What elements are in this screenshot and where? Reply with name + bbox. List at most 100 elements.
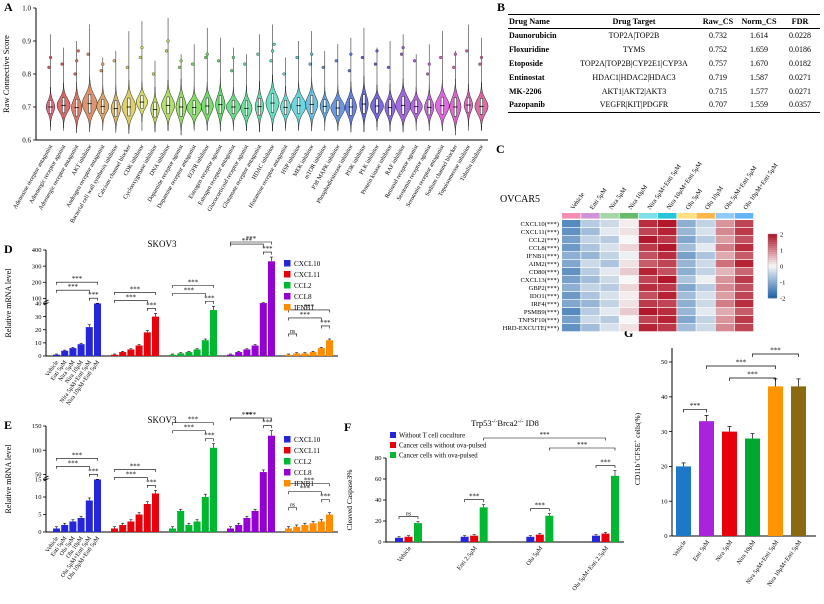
bar: [201, 496, 209, 532]
table-cell: 0.732: [709, 31, 727, 41]
heatmap-cell: [715, 324, 735, 332]
superscript-part: -/-: [492, 419, 498, 425]
heatmap-cell: [677, 220, 696, 228]
y-tick-label: 30: [661, 429, 668, 436]
panel-label-d: D: [4, 242, 13, 256]
significance-bracket: [114, 469, 156, 472]
table-row: Daunorubicin TOP2A|TOP2B 0.732 1.614 0.0228: [508, 29, 820, 43]
bar: [152, 493, 159, 532]
heatmap-column-label: Olu 5μM+Enti 5μM: [723, 165, 759, 212]
outlier-dot: [386, 65, 391, 69]
outlier-dot: [399, 52, 404, 56]
outlier-dot: [86, 52, 90, 56]
heatmap-cell: [658, 300, 677, 308]
bar: [395, 537, 403, 542]
heatmap-cell: [562, 308, 581, 316]
significance-label: ***: [126, 294, 137, 301]
heatmap-cell: [600, 252, 619, 260]
significance-label: ns: [406, 512, 412, 518]
bar: [611, 475, 619, 542]
table-cell: 0.715: [709, 86, 727, 96]
bar: [535, 534, 544, 542]
heatmap-column-label: Nira 5μM: [608, 186, 628, 211]
significance-bracket: [321, 325, 330, 329]
table-cell: 1.659: [750, 45, 768, 55]
outlier-dot: [140, 45, 144, 50]
significance-bracket: [549, 447, 616, 451]
heatmap-cell: [638, 324, 658, 332]
colorbar-segment: [768, 296, 777, 299]
significance-bracket: [288, 333, 297, 337]
heatmap-cell: [658, 316, 677, 324]
heatmap-cell: [734, 220, 754, 228]
colorbar-segment: [768, 280, 777, 283]
text-part: Trp53: [471, 418, 491, 428]
heatmap-cell: [734, 284, 754, 292]
heatmap-cell: [638, 308, 658, 316]
heatmap-cell: [677, 236, 696, 244]
colorbar-segment: [768, 292, 777, 295]
colorbar-segment: [768, 270, 777, 273]
significance-label: ns: [290, 503, 296, 509]
y-tick-label: 30: [35, 314, 42, 321]
significance-label: ***: [88, 292, 99, 299]
heatmap-cell: [638, 236, 658, 244]
legend-label: CXCL11: [294, 271, 320, 279]
outlier-dot: [217, 59, 221, 63]
heatmap-cell: [619, 252, 639, 260]
heatmap-cell: [562, 228, 581, 236]
colorbar-segment: [768, 248, 777, 251]
significance-label: ***: [146, 479, 157, 486]
heatmap-cell: [600, 300, 619, 308]
heatmap-cell: [581, 308, 600, 316]
colorbar-segment: [768, 252, 777, 255]
legend-label: CXCL10: [294, 436, 321, 444]
axis-break-mark: [43, 478, 49, 482]
heatmap-cell: [581, 260, 600, 268]
chart-title: SKOV3: [147, 415, 177, 425]
heatmap-cell: [619, 284, 639, 292]
heatmap-cell: [658, 244, 677, 252]
colorbar-segment: [768, 282, 777, 285]
heatmap-cell: [562, 300, 581, 308]
colorbar-segment: [768, 246, 777, 249]
bar: [111, 354, 118, 356]
legend-label: Cancer cells without ova-pulsed: [399, 442, 487, 449]
heatmap-cell: [658, 324, 677, 332]
table-cell: AKT1|AKT2|AKT3: [601, 86, 667, 96]
heatmap-cell: [715, 260, 735, 268]
heatmap-cell: [715, 244, 735, 252]
table-cell: MK-2206: [509, 86, 542, 96]
y-tick-label: 0: [38, 529, 41, 536]
table-cell: Entinostat: [509, 72, 545, 82]
y-axis-label: Raw Connective Score: [1, 35, 11, 113]
colorbar-segment: [768, 256, 777, 259]
outlier-dot: [60, 62, 64, 66]
colorbar-tick-label: 2: [780, 231, 783, 238]
legend-swatch: [284, 282, 291, 289]
significance-bracket: [205, 301, 214, 304]
legend-label: CXCL11: [294, 447, 320, 455]
heatmap-cell: [600, 228, 619, 236]
outlier-dot: [334, 59, 338, 63]
outlier-dot: [310, 52, 314, 56]
significance-label: ***: [68, 284, 79, 291]
bar: [85, 327, 93, 356]
significance-bracket: [288, 317, 322, 321]
heatmap-cell: [638, 220, 658, 228]
bar: [53, 354, 60, 356]
heatmap-cell: [581, 268, 600, 276]
heatmap-cell: [638, 228, 658, 236]
heatmap-cell: [619, 220, 639, 228]
bar: [676, 466, 691, 536]
heatmap-cell: [677, 260, 696, 268]
heatmap-cell: [600, 284, 619, 292]
outlier-dot: [75, 59, 79, 63]
table-header-cell: Raw_CS: [698, 14, 738, 29]
colorbar-segment: [768, 242, 777, 245]
table-cell: 1.670: [750, 58, 768, 68]
significance-bracket: [56, 289, 90, 293]
significance-label: ***: [204, 433, 215, 440]
